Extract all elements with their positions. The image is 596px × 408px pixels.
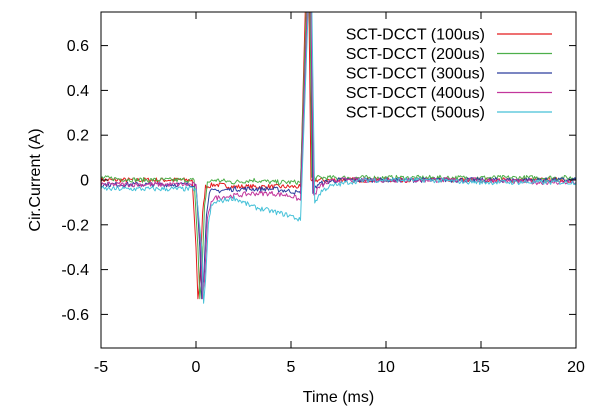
y-tick-label: 0.2	[67, 128, 89, 145]
series-line	[101, 12, 576, 300]
y-tick-label: -0.6	[61, 307, 89, 324]
series-line	[101, 12, 576, 300]
y-tick-label: 0	[80, 173, 89, 190]
legend: SCT-DCCT (100us) SCT-DCCT (200us) SCT-DCCT…	[346, 27, 552, 122]
y-tick-label: -0.4	[61, 262, 89, 279]
legend-label: SCT-DCCT (300us)	[346, 66, 485, 83]
x-tick-label: 20	[567, 359, 585, 376]
x-tick-label: 10	[377, 359, 395, 376]
y-tick-label: 0.4	[67, 83, 89, 100]
y-axis-label: Cir.Current (A)	[27, 128, 44, 231]
series-line	[101, 12, 576, 300]
series-layer	[101, 12, 576, 304]
x-tick-label: -5	[94, 359, 108, 376]
series-line	[101, 12, 576, 304]
legend-label: SCT-DCCT (500us)	[346, 105, 485, 122]
legend-label: SCT-DCCT (100us)	[346, 27, 485, 44]
y-tick-label: -0.2	[61, 217, 89, 234]
ticks-layer: -5 0 5 10 15 20 -0.6 -0.4 -0.2 0 0.2 0.4 0.6	[61, 12, 585, 376]
x-tick-label: 5	[287, 359, 296, 376]
x-axis-label: Time (ms)	[303, 389, 374, 406]
series-line	[101, 12, 576, 300]
x-tick-label: 15	[472, 359, 490, 376]
legend-label: SCT-DCCT (200us)	[346, 46, 485, 63]
x-tick-label: 0	[192, 359, 201, 376]
legend-label: SCT-DCCT (400us)	[346, 85, 485, 102]
y-tick-label: 0.6	[67, 38, 89, 55]
